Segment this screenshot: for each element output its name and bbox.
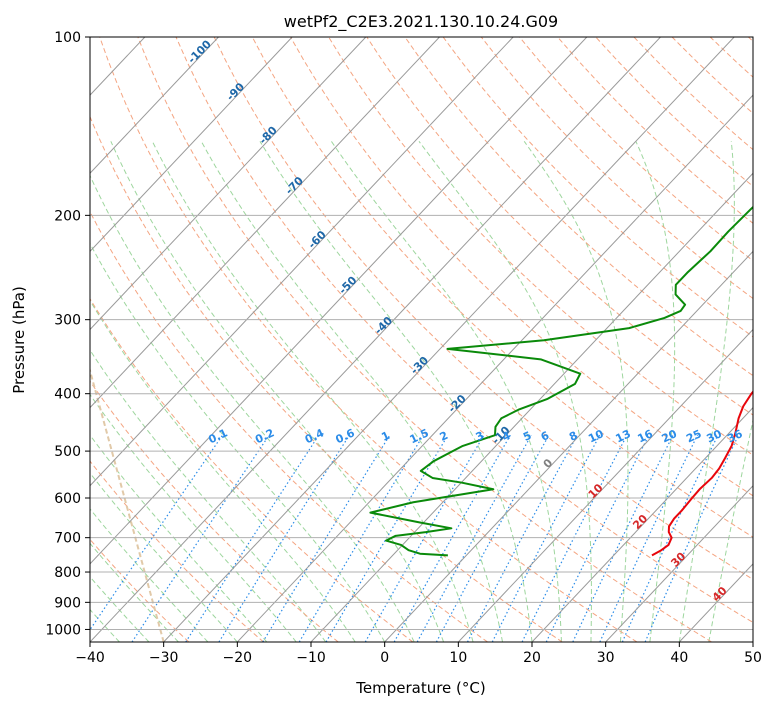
isotherm-line (90, 37, 661, 642)
isotherm-line (384, 250, 753, 642)
isotherm-line (605, 485, 753, 642)
y-tick-label: 900 (54, 595, 81, 611)
mixing-ratio-line (364, 434, 485, 642)
dry-adiabat (90, 538, 190, 642)
x-tick-label: 50 (744, 650, 762, 666)
mixing-ratio-line (491, 434, 601, 642)
mixing-ratio-label: 30 (705, 427, 725, 445)
mixing-ratio-line (435, 434, 550, 642)
x-tick-label: −20 (223, 650, 253, 666)
x-tick-label: 40 (670, 650, 688, 666)
y-tick-label: 1000 (45, 622, 81, 638)
mixing-ratio-line (521, 434, 628, 642)
grid-lines (90, 37, 753, 642)
mixing-ratio-label: 13 (614, 427, 633, 445)
data-lines (369, 205, 753, 557)
mixing-ratio-label: 16 (636, 427, 656, 445)
x-axis: −40 −30 −20 −10 0 10 20 30 40 50 (75, 642, 762, 666)
temperature-line (651, 390, 753, 557)
dry-adiabat (90, 115, 563, 642)
mixing-ratio-line (90, 434, 224, 631)
mixing-ratio-line (325, 434, 449, 642)
y-tick-label: 300 (54, 313, 81, 329)
isotherm-line (531, 406, 753, 642)
x-tick-label: 20 (523, 650, 541, 666)
y-tick-label: 200 (54, 208, 81, 224)
y-axis-title: Pressure (hPa) (10, 286, 28, 394)
x-tick-label: 10 (449, 650, 467, 666)
y-tick-label: 400 (54, 387, 81, 403)
y-tick-label: 800 (54, 565, 81, 581)
dry-adiabat (90, 460, 264, 642)
x-tick-label: 30 (597, 650, 615, 666)
dry-adiabat (328, 37, 753, 456)
isotherm-line (163, 37, 735, 642)
dry-adiabat (175, 37, 753, 624)
x-tick-label: −40 (75, 650, 105, 666)
mixing-ratio-line (545, 434, 650, 642)
dry-adiabat (137, 37, 712, 642)
dewpoint-line (369, 205, 753, 557)
mixing-ratio-line (416, 434, 532, 642)
y-axis: 100 200 300 400 500 600 700 800 900 1000 (45, 30, 90, 638)
x-tick-label: −10 (296, 650, 326, 666)
y-tick-label: 600 (54, 491, 81, 507)
mixing-ratio-label: 36 (725, 427, 745, 445)
x-tick-label: 0 (380, 650, 389, 666)
mixing-ratio-line (298, 434, 424, 642)
isotherm-line (310, 172, 753, 642)
mixing-ratio-line (262, 434, 391, 642)
mixing-ratio-line (218, 434, 350, 642)
y-tick-label: 100 (54, 30, 81, 46)
isotherm-line (457, 328, 753, 642)
isotherm-line (90, 37, 293, 253)
y-tick-label: 500 (54, 444, 81, 460)
chart-title: wetPf2_C2E3.2021.130.10.24.G09 (284, 12, 558, 32)
plot-frame (89, 36, 754, 643)
mixing-ratio-label: 10 (586, 427, 606, 445)
mixing-ratio-label: 25 (684, 427, 703, 445)
mixing-ratio-line (185, 434, 320, 642)
isotherm-line (236, 94, 753, 642)
dry-adiabat (90, 210, 488, 642)
isotherm-line (90, 37, 367, 331)
dry-adiabat (213, 37, 753, 580)
isotherm-line (90, 37, 219, 175)
isotherm-line (90, 37, 588, 565)
dry-adiabat (99, 37, 638, 642)
isotherm-line (90, 37, 514, 487)
y-tick-label: 700 (54, 531, 81, 547)
dry-adiabat (290, 37, 753, 497)
isotherm-line (90, 37, 440, 409)
x-tick-label: −30 (149, 650, 179, 666)
parcel-reference-arc (90, 366, 165, 642)
mixing-ratio-label: 20 (660, 427, 680, 445)
dry-adiabat (404, 37, 753, 377)
dry-adiabat (480, 37, 753, 300)
x-axis-title: Temperature (°C) (355, 679, 485, 697)
